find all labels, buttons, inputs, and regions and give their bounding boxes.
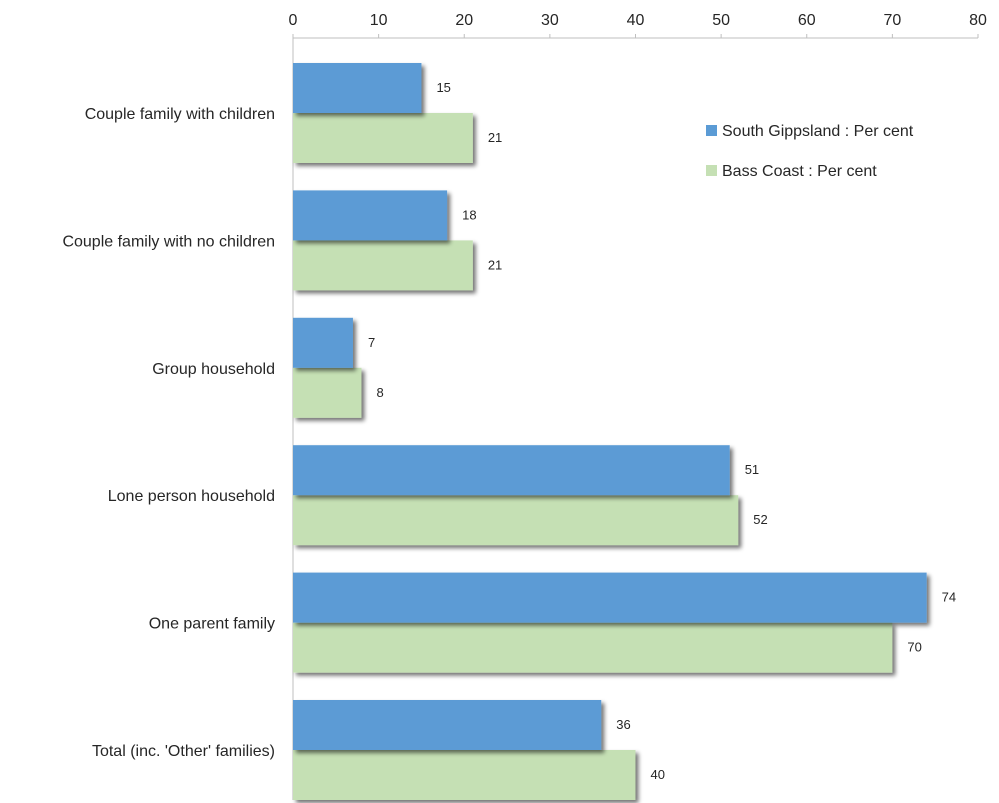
bar-series-2 [293,750,636,800]
category-label: Total (inc. 'Other' families) [92,743,275,760]
data-label: 21 [488,257,502,272]
x-tick-label: 10 [370,12,388,29]
category-label: Couple family with children [85,106,275,123]
category-labels: Couple family with children Couple family… [62,106,275,760]
category-label: Lone person household [108,488,275,505]
x-tick-label: 0 [289,12,298,29]
legend-label: South Gippsland : Per cent [722,123,914,140]
legend: South Gippsland : Per cent Bass Coast : P… [706,123,914,180]
legend-swatch [706,125,717,136]
bar-series-1 [293,317,353,368]
data-label: 74 [942,590,956,605]
x-tick-label: 50 [712,12,730,29]
legend-label: Bass Coast : Per cent [722,163,877,180]
x-tick-label: 70 [883,12,901,29]
bar-series-2 [293,113,473,163]
x-tick-label: 40 [627,12,645,29]
category-label: One parent family [149,616,275,633]
bar-series-2 [293,495,739,546]
data-label: 40 [651,767,665,782]
bar-series-1 [293,445,730,496]
data-label: 7 [368,335,375,350]
bar-series-2 [293,240,473,291]
x-tick-label: 30 [541,12,559,29]
data-labels: 21 15 21 18 8 7 52 51 70 74 40 36 [368,80,956,782]
data-label: 8 [377,385,384,400]
bars [293,63,927,800]
bar-series-1 [293,700,602,750]
x-tick-label: 20 [455,12,473,29]
data-label: 36 [616,717,630,732]
category-label: Group household [152,361,275,378]
legend-swatch [706,165,717,176]
bar-series-1 [293,190,448,241]
data-label: 15 [436,80,450,95]
data-label: 70 [907,640,921,655]
x-axis: 0 10 20 30 40 50 60 70 80 [289,12,987,39]
data-label: 21 [488,130,502,145]
bar-series-1 [293,63,422,113]
bar-series-2 [293,367,362,418]
bar-series-2 [293,622,893,673]
x-tick-label: 80 [969,12,987,29]
category-label: Couple family with no children [62,233,275,250]
data-label: 18 [462,207,476,222]
x-tick-label: 60 [798,12,816,29]
data-label: 52 [753,512,767,527]
bar-series-1 [293,572,927,623]
data-label: 51 [745,462,759,477]
